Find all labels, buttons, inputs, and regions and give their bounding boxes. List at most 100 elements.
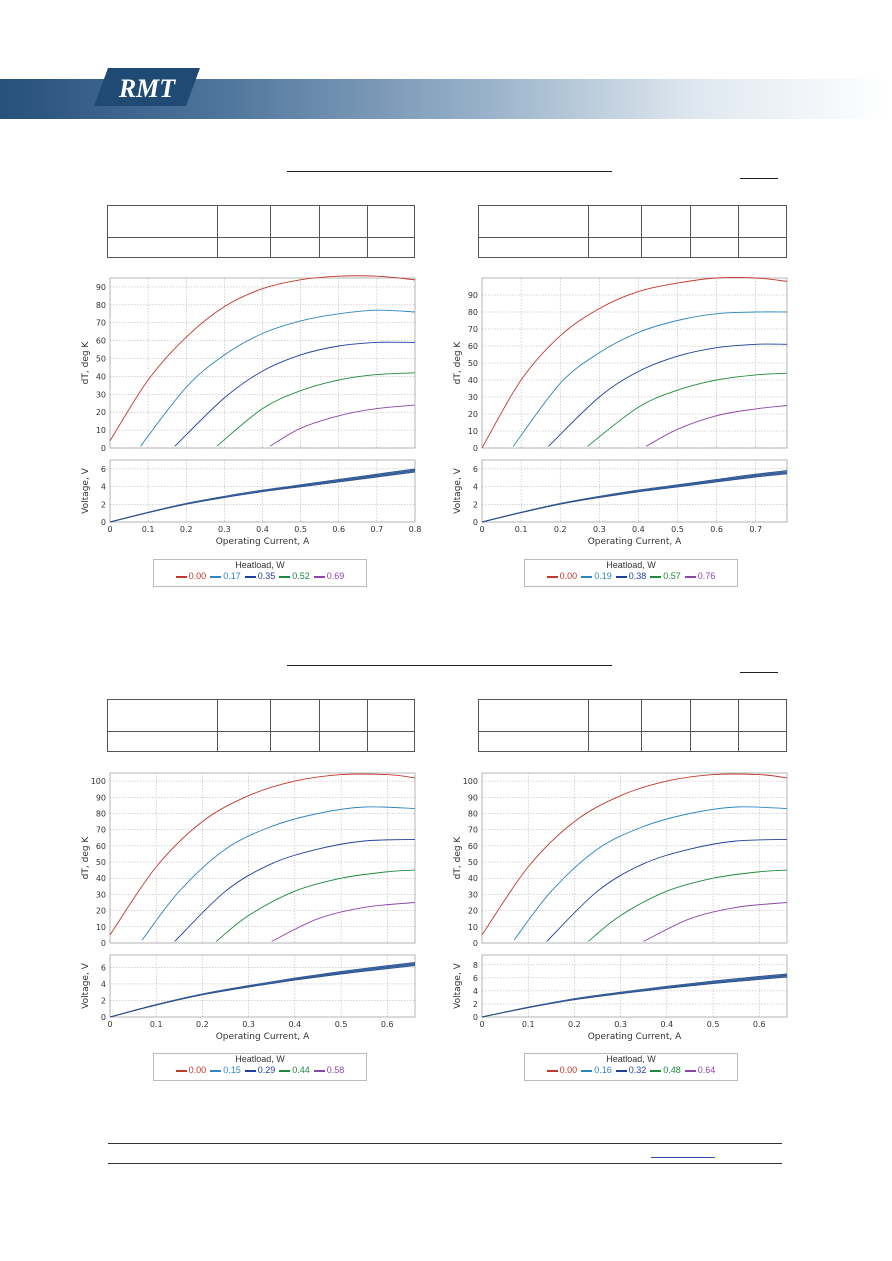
y-tick-label: 90 (468, 291, 478, 300)
y-tick-label: 4 (101, 483, 106, 492)
x-tick-label: 0.2 (180, 525, 193, 534)
y-axis-label-top: dT, deg K (81, 341, 91, 385)
series-line-0.19 (512, 311, 788, 447)
chart-4-svg: 0 0.1 0.2 0.3 0.4 0.5 0.6010203040506070809010… (453, 772, 788, 1042)
spec-cell (690, 731, 739, 752)
y-tick-label: 100 (463, 777, 478, 786)
spec-cell (319, 237, 368, 258)
y-tick-label: 0 (473, 1013, 478, 1022)
spec-cell (738, 699, 787, 732)
y-axis-label-bottom: Voltage, V (81, 467, 91, 513)
series-line-0.64 (643, 902, 788, 942)
chart-2-svg: 0 0.1 0.2 0.3 0.4 0.5 0.6 0.7010203040506070809… (453, 277, 788, 547)
x-tick-label: 0.4 (288, 1020, 301, 1029)
footer-link-underline[interactable] (651, 1157, 715, 1158)
x-tick-label: 0.1 (150, 1020, 163, 1029)
legend-items: 0.00 0.15 0.29 0.44 0.58 (154, 1065, 366, 1076)
spec-cell (641, 731, 691, 752)
x-tick-label: 0 (107, 1020, 112, 1029)
y-tick-label: 90 (96, 793, 106, 802)
x-tick-label: 0.6 (710, 525, 723, 534)
y-tick-label: 2 (473, 500, 478, 509)
series-line-0.15 (141, 806, 416, 941)
y-tick-label: 100 (91, 777, 106, 786)
spec-cell (217, 699, 271, 732)
x-tick-label: 0.2 (568, 1020, 581, 1029)
series-line-0.00 (109, 275, 416, 442)
x-tick-label: 0.1 (142, 525, 155, 534)
voltage-line (109, 965, 416, 1018)
series-line-0.35 (174, 341, 416, 447)
y-tick-label: 80 (96, 301, 106, 310)
footer-rule-top (108, 1143, 782, 1144)
y-tick-label: 4 (101, 980, 106, 989)
y-tick-label: 10 (96, 923, 106, 932)
x-tick-label: 0 (479, 1020, 484, 1029)
y-axis-label-top: dT, deg K (453, 836, 463, 880)
series-line-0.16 (513, 806, 788, 941)
y-tick-label: 4 (473, 483, 478, 492)
y-tick-label: 80 (96, 809, 106, 818)
y-axis-label-top: dT, deg K (81, 836, 91, 880)
x-tick-label: 0.4 (632, 525, 645, 534)
x-tick-label: 0.3 (593, 525, 606, 534)
y-tick-label: 60 (96, 842, 106, 851)
y-tick-label: 2 (101, 996, 106, 1005)
y-tick-label: 40 (96, 372, 106, 381)
legend-label: 0.29 (257, 1065, 276, 1075)
y-tick-label: 30 (468, 890, 478, 899)
legend-item: 0.17 (210, 571, 241, 582)
y-tick-label: 70 (468, 826, 478, 835)
spec-cell (641, 699, 691, 732)
legend-item: 0.00 (546, 1065, 577, 1076)
x-tick-label: 0.6 (381, 1020, 394, 1029)
y-tick-label: 0 (101, 939, 106, 948)
spec-cell (738, 205, 787, 238)
legend-label: 0.38 (628, 571, 647, 581)
legend-item: 0.00 (175, 571, 206, 582)
series-line-0.38 (548, 343, 788, 447)
legend-label: 0.19 (594, 571, 612, 581)
x-tick-label: 0 (479, 525, 484, 534)
spec-cell (367, 699, 415, 732)
x-tick-label: 0.3 (242, 1020, 255, 1029)
spec-cell (270, 699, 320, 732)
x-tick-label: 0.1 (522, 1020, 535, 1029)
series-line-0.69 (269, 404, 416, 447)
footer-rule-bottom (108, 1163, 782, 1164)
y-tick-label: 2 (101, 500, 106, 509)
y-axis-label-top: dT, deg K (453, 341, 463, 385)
legend-label: 0.44 (292, 1065, 310, 1075)
x-tick-label: 0.4 (256, 525, 269, 534)
spec-cell (319, 699, 368, 732)
chart-1-svg: 0 0.1 0.2 0.3 0.4 0.5 0.6 0.7 0.8010203040506070… (81, 275, 421, 547)
legend-item: 0.00 (175, 1065, 206, 1076)
legend-label: 0.57 (663, 571, 681, 581)
y-tick-label: 6 (101, 963, 106, 972)
legend-item: 0.38 (615, 571, 647, 582)
y-tick-label: 4 (473, 987, 478, 996)
x-tick-label: 0.1 (515, 525, 528, 534)
spec-cell (641, 205, 691, 238)
legend-title: Heatload, W (235, 1054, 285, 1064)
series-line-0.17 (140, 309, 416, 447)
legend-item: 0.58 (313, 1065, 344, 1076)
series-line-0.57 (587, 372, 788, 447)
y-tick-label: 30 (468, 393, 478, 402)
y-tick-label: 40 (96, 874, 106, 883)
spec-cell (588, 699, 642, 732)
x-axis-label: Operating Current, A (588, 537, 682, 547)
series-line-0.44 (216, 869, 416, 942)
x-tick-label: 0.6 (753, 1020, 766, 1029)
chart-2: 0 0.1 0.2 0.3 0.4 0.5 0.6 0.7 0 10 20 30 40 50 60 70 80 9… (450, 270, 795, 600)
legend-4: Heatload, W 0.00 0.16 0.32 0.48 0.64 (524, 1053, 738, 1081)
section-2-mark (740, 672, 778, 673)
spec-cell (738, 731, 787, 752)
y-tick-label: 20 (468, 410, 478, 419)
legend-label: 0.76 (697, 571, 716, 581)
legend-2: Heatload, W 0.00 0.19 0.38 0.57 0.76 (524, 559, 738, 587)
y-tick-label: 10 (468, 923, 478, 932)
y-tick-label: 20 (96, 408, 106, 417)
spec-cell (367, 237, 415, 258)
x-tick-label: 0.5 (294, 525, 307, 534)
